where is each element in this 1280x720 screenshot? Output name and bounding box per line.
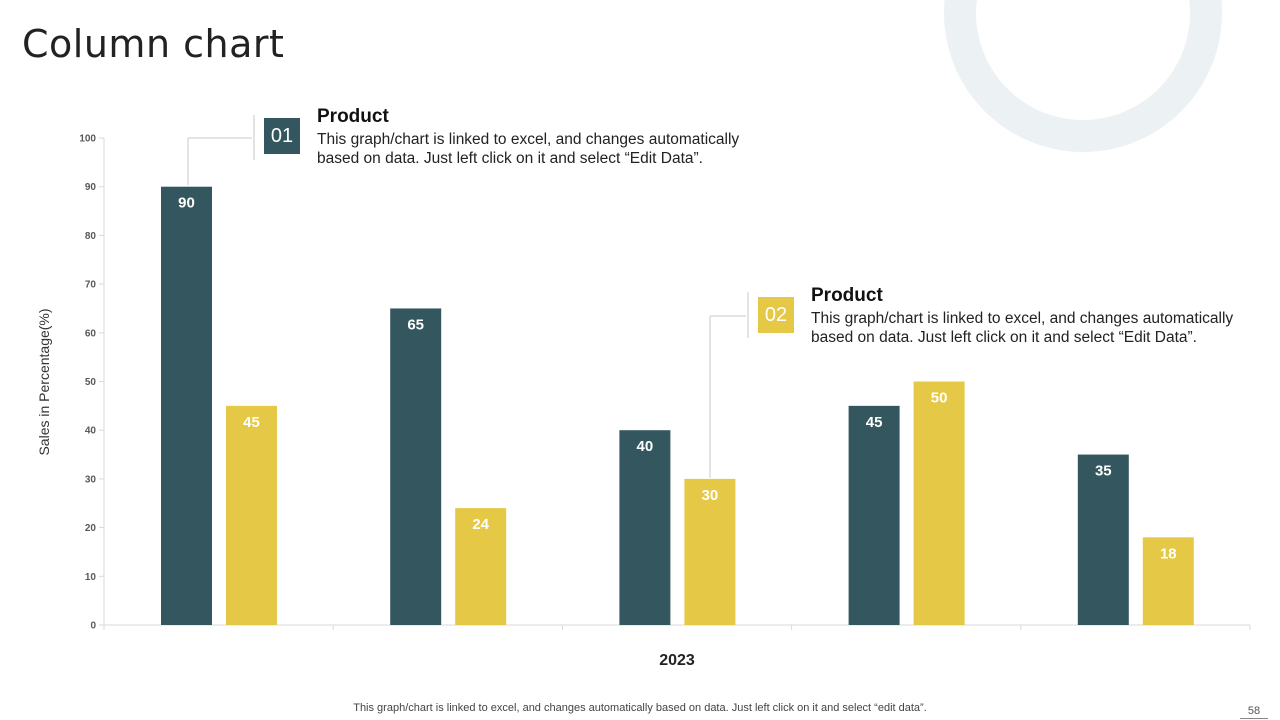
x-axis-title: 2023 [659, 652, 695, 669]
bar-series1-2 [390, 308, 442, 625]
y-axis-title: Sales in Percentage(%) [36, 308, 52, 455]
bar-series1-4 [848, 405, 900, 625]
bar-series2-2 [455, 508, 507, 625]
bar-series2-4 [913, 381, 965, 625]
bar-series1-1 [161, 186, 212, 625]
bar-series1-3 [619, 430, 671, 625]
callout-1-description: This graph/chart is linked to excel, and… [317, 131, 740, 167]
data-label: 35 [1095, 463, 1112, 480]
bar-series2-1 [226, 405, 277, 625]
data-label: 40 [637, 438, 654, 455]
y-tick-label: 0 [90, 621, 96, 632]
y-tick-label: 100 [79, 134, 96, 145]
data-label: 45 [243, 414, 260, 431]
data-label: 65 [407, 316, 424, 333]
callout-1-badge: 01 [264, 118, 300, 154]
data-label: 30 [702, 487, 719, 504]
callout-1-title: Product [317, 106, 389, 127]
data-label: 24 [472, 516, 489, 533]
data-label: 90 [178, 195, 195, 212]
bar-series2-3 [684, 478, 736, 625]
data-label: 18 [1160, 545, 1177, 562]
y-tick-label: 40 [85, 426, 97, 437]
data-label: 50 [931, 390, 948, 407]
footer-note: This graph/chart is linked to excel, and… [353, 702, 927, 714]
bar-series2-5 [1142, 537, 1194, 625]
y-tick-label: 50 [85, 377, 97, 388]
y-tick-label: 30 [85, 474, 97, 485]
page-number: 58 [1240, 705, 1268, 719]
callout-2-title: Product [811, 285, 883, 306]
slide-title: Column chart [22, 22, 285, 66]
y-tick-label: 20 [85, 523, 97, 534]
callout-2-badge: 02 [758, 297, 794, 333]
y-tick-label: 10 [85, 572, 97, 583]
callout-2-description: This graph/chart is linked to excel, and… [811, 310, 1234, 346]
y-tick-label: 80 [85, 231, 97, 242]
data-label: 45 [866, 414, 883, 431]
y-tick-label: 60 [85, 328, 97, 339]
y-tick-label: 90 [85, 182, 97, 193]
bar-series1-5 [1077, 454, 1129, 625]
y-tick-label: 70 [85, 280, 97, 291]
